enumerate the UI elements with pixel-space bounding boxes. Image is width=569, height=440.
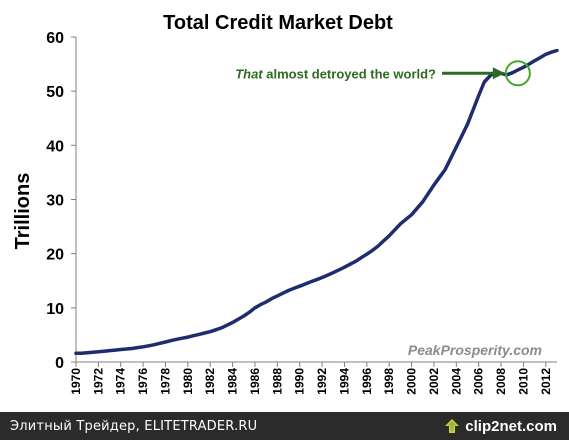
x-tick-label: 1986 <box>248 368 262 395</box>
clip2net-brand[interactable]: clip2net.com <box>444 418 557 435</box>
x-tick-label: 1972 <box>91 368 105 395</box>
chart-title: Total Credit Market Debt <box>163 12 393 34</box>
debt-series-line <box>74 48 559 356</box>
x-tick-label: 2000 <box>405 368 419 395</box>
x-tick-label: 1992 <box>315 368 329 395</box>
x-tick-label: 2004 <box>449 368 463 395</box>
x-tick-label: 2012 <box>539 368 553 395</box>
y-tick-label: 10 <box>46 301 64 318</box>
y-tick-label: 30 <box>46 193 64 210</box>
x-tick-label: 1976 <box>136 368 150 395</box>
x-tick-label: 1984 <box>226 368 240 395</box>
y-axis-ticks: 0 10 20 30 40 50 60 <box>46 30 76 372</box>
annotation-emphasis: That <box>235 66 263 81</box>
annotation-arrow-head-icon <box>492 67 505 80</box>
x-tick-label: 1998 <box>382 368 396 395</box>
brand-name: clip2net.com <box>465 417 557 435</box>
x-tick-label: 2008 <box>494 368 508 395</box>
footer-text: Элитный Трейдер, ELITETRADER.RU <box>10 418 258 434</box>
y-tick-label: 50 <box>46 84 64 101</box>
x-tick-label: 1988 <box>270 368 284 395</box>
chart: Total Credit Market Debt Trillions 0 10 20… <box>12 12 559 395</box>
x-tick-label: 1980 <box>181 368 195 395</box>
x-tick-label: 1996 <box>360 368 374 395</box>
highlight-circle <box>504 60 531 87</box>
x-tick-label: 1994 <box>337 368 351 395</box>
annotation-body: almost detroyed the world? <box>263 66 436 81</box>
y-tick-label: 0 <box>55 355 64 372</box>
x-tick-label: 2002 <box>427 368 441 395</box>
y-tick-label: 60 <box>46 30 64 47</box>
upload-arrow-icon <box>445 419 460 433</box>
x-tick-label: 1970 <box>69 368 83 395</box>
x-axis-ticks: 1970 1972 1974 1976 1978 1980 1982 1984 1986 1988… <box>69 362 553 395</box>
annotation-text: That almost detroyed the world? <box>235 66 436 81</box>
y-tick-label: 20 <box>46 247 64 264</box>
x-tick-label: 1974 <box>114 368 128 395</box>
source-watermark: PeakProsperity.com <box>408 342 542 358</box>
x-tick-label: 1990 <box>293 368 307 395</box>
x-tick-label: 2010 <box>516 368 530 395</box>
footer-bar: Элитный Трейдер, ELITETRADER.RU clip2net… <box>0 412 569 440</box>
y-tick-label: 40 <box>46 138 64 155</box>
x-tick-label: 1978 <box>158 368 172 395</box>
x-tick-label: 2006 <box>472 368 486 395</box>
x-tick-label: 1982 <box>203 368 217 395</box>
y-axis-label: Trillions <box>12 173 34 250</box>
